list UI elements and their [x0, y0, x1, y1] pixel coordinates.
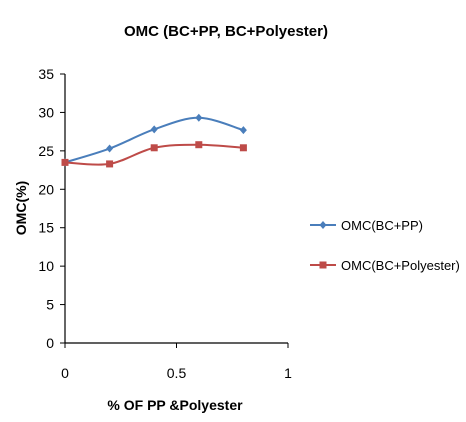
data-point-bc-pp — [106, 144, 114, 153]
data-point-bc-polyester — [61, 158, 69, 166]
y-tick-label: 20 — [38, 181, 54, 197]
y-axis-label: OMC(%) — [13, 181, 29, 235]
data-point-bc-polyester — [195, 141, 203, 149]
x-tick-label: 0.5 — [167, 365, 187, 381]
y-tick-label: 5 — [46, 297, 54, 313]
legend-label-bc-pp: OMC(BC+PP) — [341, 218, 423, 233]
y-tick-label: 10 — [38, 258, 54, 274]
x-tick-label: 0 — [61, 365, 69, 381]
legend: OMC(BC+PP) OMC(BC+Polyester) — [310, 218, 460, 273]
x-axis-ticks: 0 0.5 1 — [61, 343, 292, 381]
y-tick-label: 15 — [38, 220, 54, 236]
data-point-bc-polyester — [106, 160, 114, 168]
y-axis-ticks: 0 5 10 15 20 25 30 35 — [38, 66, 65, 351]
series-line-bc-pp — [64, 116, 244, 164]
y-tick-label: 35 — [38, 66, 54, 82]
data-point-bc-pp — [150, 125, 158, 134]
data-point-bc-pp — [195, 113, 203, 122]
y-tick-label: 30 — [38, 104, 54, 120]
series-layer — [61, 113, 247, 168]
data-point-bc-polyester — [239, 144, 247, 152]
y-tick-label: 25 — [38, 143, 54, 159]
data-point-bc-polyester — [150, 144, 158, 152]
x-tick-label: 1 — [284, 365, 292, 381]
legend-marker-bc-polyester — [319, 261, 327, 269]
chart-title: OMC (BC+PP, BC+Polyester) — [124, 23, 328, 40]
legend-marker-bc-pp — [319, 221, 327, 229]
data-point-bc-pp — [239, 126, 247, 135]
x-axis-label: % OF PP &Polyester — [107, 397, 243, 413]
y-tick-label: 0 — [46, 335, 54, 351]
legend-label-bc-polyester: OMC(BC+Polyester) — [341, 258, 460, 273]
